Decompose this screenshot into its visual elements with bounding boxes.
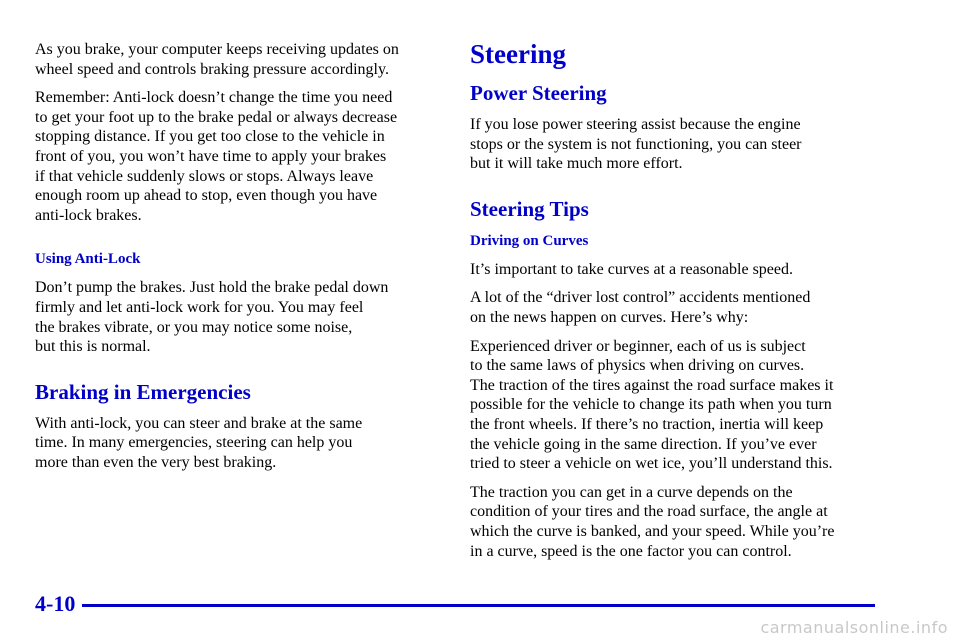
- text-line: With anti-lock, you can steer and brake …: [35, 414, 363, 432]
- text-line: enough room up ahead to stop, even thoug…: [35, 187, 378, 205]
- right-column: Steering Power Steering If you lose powe…: [470, 38, 890, 570]
- heading: Steering Tips: [470, 196, 589, 221]
- text-line: Experienced driver or beginner, each of …: [470, 337, 806, 355]
- text-line: wheel speed and controls braking pressur…: [35, 60, 389, 78]
- text-line: the front wheels. If there’s no traction…: [470, 415, 824, 433]
- paragraph: Experienced driver or beginner, each of …: [470, 337, 890, 474]
- text-line: to get your foot up to the brake pedal o…: [35, 108, 398, 126]
- subheading: Driving on Curves: [470, 232, 589, 249]
- text-line: firmly and let anti-lock work for you. Y…: [35, 298, 364, 316]
- heading: Braking in Emergencies: [35, 379, 251, 404]
- paragraph: If you lose power steering assist becaus…: [470, 115, 890, 174]
- text-line: The traction of the tires against the ro…: [470, 376, 834, 394]
- title: Steering: [470, 39, 566, 69]
- heading: Power Steering: [470, 81, 607, 105]
- text-line: A lot of the “driver lost control” accid…: [470, 289, 811, 307]
- text-line: If you lose power steering assist becaus…: [470, 116, 801, 133]
- text-line: condition of your tires and the road sur…: [470, 503, 828, 521]
- text-line: more than even the very best braking.: [35, 453, 277, 471]
- text-line: which the curve is banked, and your spee…: [470, 522, 835, 540]
- paragraph: Remember: Anti-lock doesn’t change the t…: [35, 88, 445, 225]
- paragraph: As you brake, your computer keeps receiv…: [35, 40, 445, 79]
- paragraph: A lot of the “driver lost control” accid…: [470, 288, 890, 327]
- left-column: As you brake, your computer keeps receiv…: [35, 40, 445, 482]
- text-line: tried to steer a vehicle on wet ice, you…: [470, 455, 833, 473]
- footer-rule: [82, 604, 875, 607]
- text-line: Remember: Anti-lock doesn’t change the t…: [35, 89, 393, 107]
- subheading: Using Anti-Lock: [35, 251, 141, 268]
- text-line: but this is normal.: [35, 338, 151, 356]
- text-line: It’s important to take curves at a reaso…: [470, 260, 793, 278]
- paragraph: Don’t pump the brakes. Just hold the bra…: [35, 278, 445, 356]
- text-line: stops or the system is not functioning, …: [470, 135, 802, 153]
- text-line: if that vehicle suddenly slows or stops.…: [35, 167, 374, 185]
- text-line: anti-lock brakes.: [35, 206, 142, 224]
- text-line: but it will take much more effort.: [470, 155, 683, 173]
- text-line: to the same laws of physics when driving…: [470, 357, 805, 375]
- text-line: the brakes vibrate, or you may notice so…: [35, 318, 353, 336]
- text-line: As you brake, your computer keeps receiv…: [35, 41, 399, 58]
- text-line: front of you, you won’t have time to app…: [35, 147, 387, 165]
- text-line: The traction you can get in a curve depe…: [470, 483, 793, 501]
- paragraph: With anti-lock, you can steer and brake …: [35, 414, 445, 473]
- text-line: in a curve, speed is the one factor you …: [470, 542, 792, 560]
- paragraph: It’s important to take curves at a reaso…: [470, 260, 890, 280]
- watermark: carmanualsonline.info: [760, 618, 948, 637]
- paragraph: The traction you can get in a curve depe…: [470, 483, 890, 561]
- text-line: Don’t pump the brakes. Just hold the bra…: [35, 279, 389, 297]
- text-line: stopping distance. If you get too close …: [35, 128, 385, 146]
- text-line: possible for the vehicle to change its p…: [470, 396, 832, 414]
- text-line: the vehicle going in the same direction.…: [470, 435, 817, 453]
- text-line: time. In many emergencies, steering can …: [35, 434, 353, 452]
- text-line: on the news happen on curves. Here’s why…: [470, 308, 749, 326]
- page-number: 4-10: [35, 591, 76, 616]
